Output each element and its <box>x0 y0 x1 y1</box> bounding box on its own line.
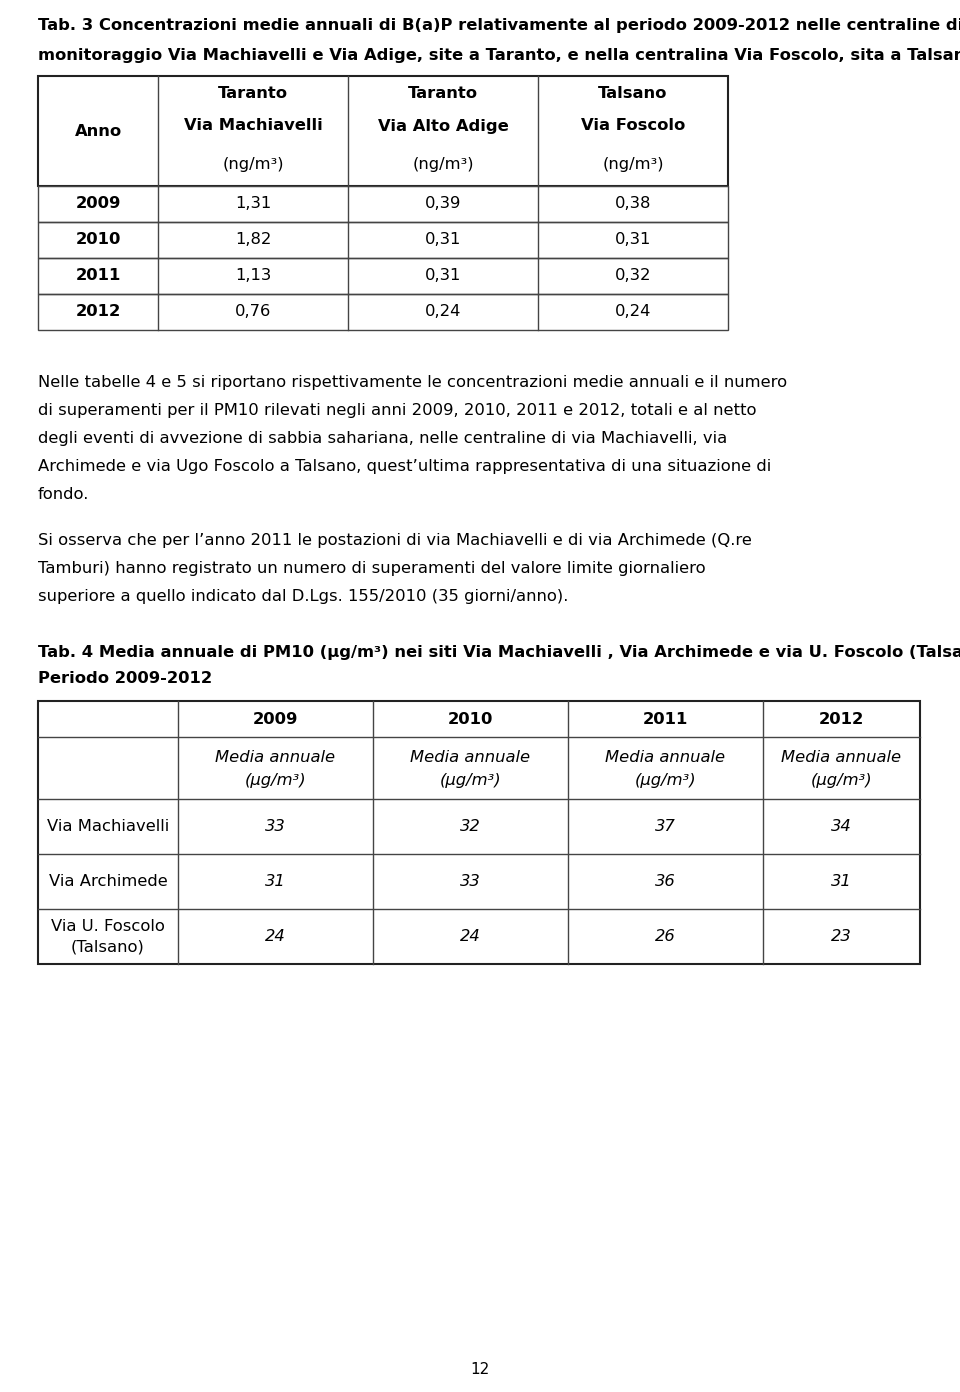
Text: Taranto: Taranto <box>408 86 478 102</box>
Text: (Talsano): (Talsano) <box>71 940 145 954</box>
Text: 36: 36 <box>655 874 676 889</box>
Text: 26: 26 <box>655 928 676 944</box>
Text: 0,32: 0,32 <box>614 269 651 284</box>
Text: 23: 23 <box>831 928 852 944</box>
Text: fondo.: fondo. <box>38 487 89 503</box>
Text: 12: 12 <box>470 1363 490 1378</box>
Text: (ng/m³): (ng/m³) <box>412 156 474 171</box>
Text: 2011: 2011 <box>643 711 688 727</box>
Text: Nelle tabelle 4 e 5 si riportano rispettivamente le concentrazioni medie annuali: Nelle tabelle 4 e 5 si riportano rispett… <box>38 374 787 390</box>
Bar <box>38 258 728 294</box>
Text: Media annuale: Media annuale <box>606 750 726 766</box>
Text: (μg/m³): (μg/m³) <box>635 773 696 788</box>
Text: 2010: 2010 <box>447 711 493 727</box>
Text: 32: 32 <box>460 818 481 834</box>
Text: 33: 33 <box>265 818 286 834</box>
Text: Media annuale: Media annuale <box>411 750 531 766</box>
Bar <box>38 702 920 965</box>
Text: 1,31: 1,31 <box>235 196 271 212</box>
Text: 2012: 2012 <box>819 711 864 727</box>
Text: Via Machiavelli: Via Machiavelli <box>183 118 323 134</box>
Text: Tamburi) hanno registrato un numero di superamenti del valore limite giornaliero: Tamburi) hanno registrato un numero di s… <box>38 561 706 576</box>
Text: Via U. Foscolo: Via U. Foscolo <box>51 919 165 934</box>
Text: 2009: 2009 <box>252 711 299 727</box>
Text: 0,24: 0,24 <box>614 305 651 320</box>
Text: 37: 37 <box>655 818 676 834</box>
Bar <box>38 221 728 258</box>
Text: 31: 31 <box>265 874 286 889</box>
Text: 24: 24 <box>265 928 286 944</box>
Text: 0,76: 0,76 <box>235 305 271 320</box>
Text: 2011: 2011 <box>75 269 121 284</box>
Text: 0,31: 0,31 <box>425 269 461 284</box>
Text: Archimede e via Ugo Foscolo a Talsano, quest’ultima rappresentativa di una situa: Archimede e via Ugo Foscolo a Talsano, q… <box>38 459 771 475</box>
Text: (ng/m³): (ng/m³) <box>602 156 663 171</box>
Text: Anno: Anno <box>75 124 122 138</box>
Text: di superamenti per il PM10 rilevati negli anni 2009, 2010, 2011 e 2012, totali e: di superamenti per il PM10 rilevati negl… <box>38 404 756 418</box>
Text: 2010: 2010 <box>75 232 121 248</box>
Text: Talsano: Talsano <box>598 86 668 102</box>
Text: 33: 33 <box>460 874 481 889</box>
Text: Media annuale: Media annuale <box>215 750 336 766</box>
Text: 0,24: 0,24 <box>425 305 461 320</box>
Text: Tab. 4 Media annuale di PM10 (μg/m³) nei siti Via Machiavelli , Via Archimede e : Tab. 4 Media annuale di PM10 (μg/m³) nei… <box>38 644 960 660</box>
Bar <box>38 77 728 187</box>
Text: (μg/m³): (μg/m³) <box>810 773 873 788</box>
Text: Periodo 2009-2012: Periodo 2009-2012 <box>38 671 212 686</box>
Text: Via Machiavelli: Via Machiavelli <box>47 818 169 834</box>
Text: 1,13: 1,13 <box>235 269 271 284</box>
Text: 0,38: 0,38 <box>614 196 651 212</box>
Text: degli eventi di avvezione di sabbia sahariana, nelle centraline di via Machiavel: degli eventi di avvezione di sabbia saha… <box>38 432 728 445</box>
Text: 2009: 2009 <box>75 196 121 212</box>
Text: Media annuale: Media annuale <box>781 750 901 766</box>
Text: 1,82: 1,82 <box>235 232 271 248</box>
Text: Via Alto Adige: Via Alto Adige <box>377 118 509 134</box>
Text: 0,31: 0,31 <box>614 232 651 248</box>
Text: 0,31: 0,31 <box>425 232 461 248</box>
Text: superiore a quello indicato dal D.Lgs. 155/2010 (35 giorni/anno).: superiore a quello indicato dal D.Lgs. 1… <box>38 589 568 604</box>
Bar <box>38 187 728 221</box>
Text: Via Archimede: Via Archimede <box>49 874 167 889</box>
Text: 31: 31 <box>831 874 852 889</box>
Text: 34: 34 <box>831 818 852 834</box>
Text: Tab. 3 Concentrazioni medie annuali di B(a)P relativamente al periodo 2009-2012 : Tab. 3 Concentrazioni medie annuali di B… <box>38 18 960 33</box>
Text: (μg/m³): (μg/m³) <box>245 773 306 788</box>
Text: 0,39: 0,39 <box>425 196 461 212</box>
Text: monitoraggio Via Machiavelli e Via Adige, site a Taranto, e nella centralina Via: monitoraggio Via Machiavelli e Via Adige… <box>38 47 960 63</box>
Text: Via Foscolo: Via Foscolo <box>581 118 685 134</box>
Text: 2012: 2012 <box>76 305 121 320</box>
Text: Si osserva che per l’anno 2011 le postazioni di via Machiavelli e di via Archime: Si osserva che per l’anno 2011 le postaz… <box>38 533 752 548</box>
Text: Taranto: Taranto <box>218 86 288 102</box>
Text: 24: 24 <box>460 928 481 944</box>
Text: (μg/m³): (μg/m³) <box>440 773 501 788</box>
Bar <box>38 294 728 330</box>
Text: (ng/m³): (ng/m³) <box>222 156 284 171</box>
